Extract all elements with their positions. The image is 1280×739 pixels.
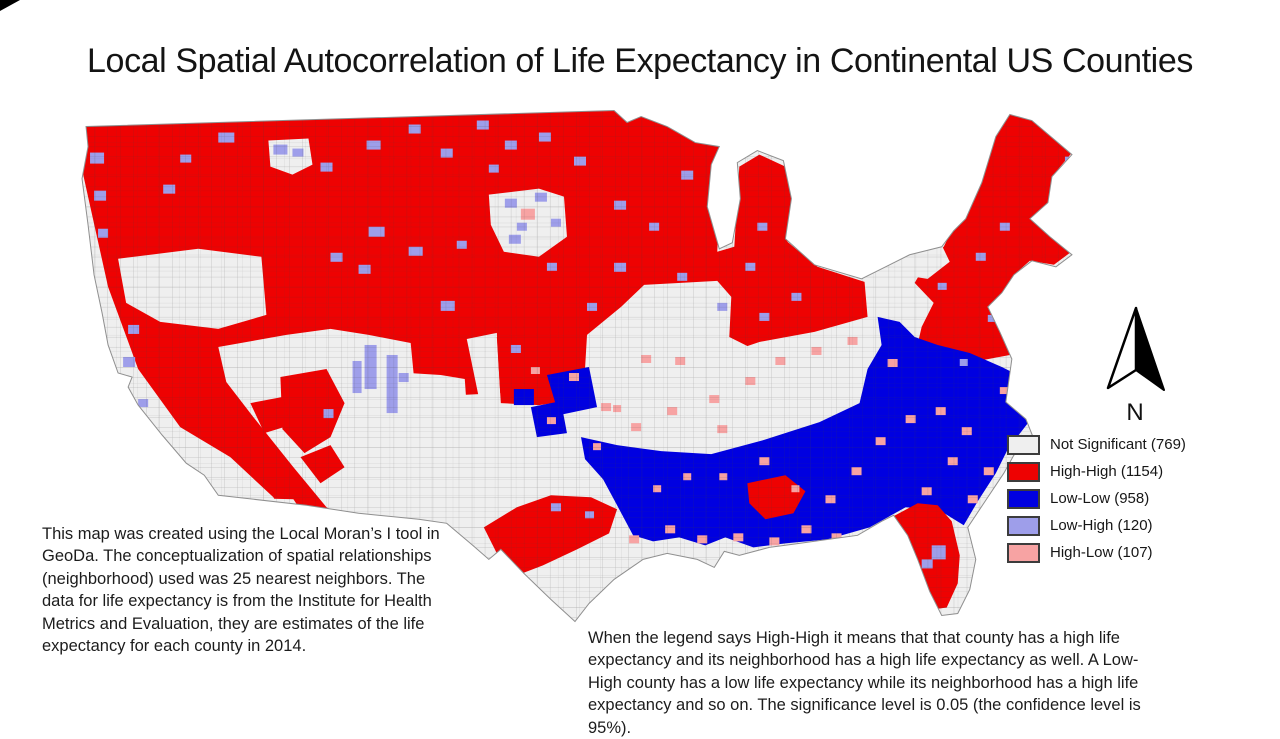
us-outline (81, 109, 1073, 623)
legend-item-low-low: Low-Low (958) (1007, 485, 1186, 512)
legend-item-not-significant: Not Significant (769) (1007, 431, 1186, 458)
legend-swatch-high-high (1007, 461, 1040, 482)
legend-swatch-high-low (1007, 542, 1040, 563)
legend-label: Not Significant (769) (1050, 436, 1186, 453)
legend-swatch-low-low (1007, 488, 1040, 509)
methodology-note: This map was created using the Local Mor… (42, 525, 440, 656)
north-arrow-icon (1106, 306, 1165, 391)
legend-item-low-high: Low-High (120) (1007, 512, 1186, 539)
north-arrow: N (1100, 304, 1170, 425)
legend-swatch-not-significant (1007, 434, 1040, 455)
north-label: N (1126, 399, 1144, 426)
legend-explanation-note: When the legend says High-High it means … (588, 629, 1141, 737)
legend-label: Low-High (120) (1050, 517, 1153, 534)
legend-label: High-High (1154) (1050, 463, 1164, 480)
map-legend: Not Significant (769) High-High (1154) L… (1007, 431, 1186, 566)
legend-swatch-low-high (1007, 515, 1040, 536)
legend-label: Low-Low (958) (1050, 490, 1150, 507)
us-counties-map-svg (81, 109, 1073, 623)
page-title: Local Spatial Autocorrelation of Life Ex… (87, 42, 1193, 80)
slide-corner-mark (0, 0, 20, 11)
us-counties-map (68, 106, 1090, 628)
legend-item-high-low: High-Low (107) (1007, 539, 1186, 566)
legend-label: High-Low (107) (1050, 544, 1153, 561)
legend-item-high-high: High-High (1154) (1007, 458, 1186, 485)
